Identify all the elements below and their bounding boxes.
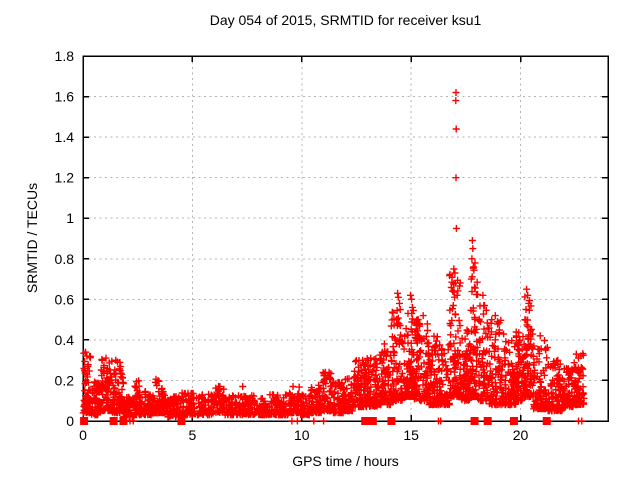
zero-value-square-marker <box>470 417 479 425</box>
plot-border <box>82 55 609 422</box>
zero-value-square-marker <box>109 417 118 425</box>
y-tick-label: 0.6 <box>55 291 75 307</box>
x-tick-label: 10 <box>294 427 310 443</box>
srmtid-data-points <box>79 89 588 425</box>
x-tick-label: 0 <box>79 427 87 443</box>
zero-value-square-marker <box>80 417 89 425</box>
x-tick-label: 15 <box>403 427 419 443</box>
y-tick-label: 0 <box>66 413 74 429</box>
y-tick-label: 1.4 <box>55 129 75 145</box>
zero-value-square-marker <box>387 417 396 425</box>
zero-value-square-marker <box>361 417 370 425</box>
y-tick-label: 0.4 <box>55 332 75 348</box>
x-tick-label: 5 <box>188 427 196 443</box>
y-tick-label: 0.8 <box>55 251 75 267</box>
x-tick-label: 20 <box>513 427 529 443</box>
y-tick-label: 1 <box>66 210 74 226</box>
y-tick-label: 1.8 <box>55 48 75 64</box>
y-tick-label: 0.2 <box>55 372 75 388</box>
zero-value-square-marker <box>177 417 186 425</box>
zero-value-square-marker <box>509 417 518 425</box>
zero-value-square-marker <box>542 417 551 425</box>
chart-title: Day 054 of 2015, SRMTID for receiver ksu… <box>209 12 482 28</box>
y-tick-label: 1.2 <box>55 170 75 186</box>
zero-value-square-marker <box>119 417 128 425</box>
y-tick-label: 1.6 <box>55 89 75 105</box>
x-axis-label: GPS time / hours <box>292 453 399 469</box>
zero-value-square-marker <box>368 417 377 425</box>
zero-value-square-marker <box>483 417 492 425</box>
